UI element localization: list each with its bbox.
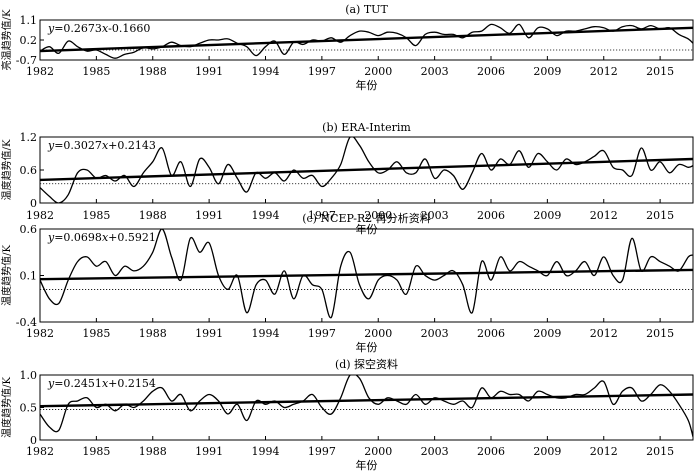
x-tick-label: 1982 [26,209,54,222]
x-tick-label: 2006 [477,327,505,340]
x-tick-label: 2006 [477,65,505,78]
x-tick-label: 2009 [533,65,561,78]
y-axis-label: 温度趋势值/K [0,139,13,200]
x-tick-label: 1991 [195,445,223,458]
x-tick-label: 2003 [421,327,449,340]
x-tick-label: 1994 [251,327,279,340]
y-tick-label: 0.2 [20,34,38,47]
trend-line [40,268,693,281]
trend-line [40,393,693,408]
x-tick-label: 2003 [421,65,449,78]
x-tick-label: 2003 [421,209,449,222]
panel-title: (a) TUT [345,3,388,16]
panel-title: (d) 探空资料 [335,357,398,371]
x-tick-label: 2009 [533,209,561,222]
x-tick-label: 2015 [646,327,674,340]
x-tick-label: 1994 [251,65,279,78]
x-tick-label: 1985 [82,327,110,340]
x-axis-label: 年份 [356,340,378,354]
x-tick-label: 1988 [139,65,167,78]
x-tick-label: 2012 [590,445,618,458]
series-line [40,229,693,319]
x-tick-label: 2000 [364,327,392,340]
x-tick-label: 2006 [477,209,505,222]
chart-panel-2: (b) ERA-Interimy=0.3027x+0.21431.20.6019… [0,121,694,236]
x-tick-label: 1991 [195,65,223,78]
y-tick-label: 0 [30,197,37,210]
x-tick-label: 1985 [82,445,110,458]
x-tick-label: 1997 [308,209,336,222]
x-tick-label: 1991 [195,209,223,222]
trend-equation: y=0.0698x+0.5921 [47,231,156,244]
x-tick-label: 2015 [646,65,674,78]
y-tick-label: 0.1 [20,270,38,283]
x-tick-label: 1988 [139,209,167,222]
y-tick-label: 1.1 [20,14,38,27]
y-tick-label: 0.6 [20,223,38,236]
x-tick-label: 1994 [251,209,279,222]
x-tick-label: 2012 [590,327,618,340]
x-tick-label: 2000 [364,445,392,458]
y-axis-label: 亮温趋势值/K [0,9,13,70]
x-tick-label: 2006 [477,445,505,458]
y-tick-label: 0.5 [20,402,38,415]
x-tick-label: 2015 [646,209,674,222]
x-tick-label: 1997 [308,327,336,340]
x-tick-label: 1994 [251,445,279,458]
x-tick-label: 2009 [533,445,561,458]
y-tick-label: -0.4 [16,316,37,329]
x-tick-label: 2012 [590,209,618,222]
trend-equation: y=0.2673x-0.1660 [47,22,150,35]
x-tick-label: 2003 [421,445,449,458]
y-axis-label: 温度趋势值/K [0,245,13,306]
series-line [40,137,693,203]
series-line [40,23,693,59]
x-tick-label: 1997 [308,445,336,458]
y-tick-label: 0.6 [20,164,38,177]
x-tick-label: 1982 [26,327,54,340]
x-tick-label: 2012 [590,65,618,78]
x-tick-label: 1985 [82,65,110,78]
x-tick-label: 2000 [364,209,392,222]
x-tick-label: 1982 [26,445,54,458]
x-tick-label: 1985 [82,209,110,222]
x-tick-label: 1991 [195,327,223,340]
x-tick-label: 2000 [364,65,392,78]
y-tick-label: 1.0 [20,369,38,382]
x-tick-label: 1997 [308,65,336,78]
panel-title: (c) NCEP-R2 再分析资料 [302,211,431,225]
x-tick-label: 1988 [139,327,167,340]
x-axis-label: 年份 [356,78,378,92]
trend-equation: y=0.3027x+0.2143 [47,139,156,152]
x-tick-label: 2009 [533,327,561,340]
x-tick-label: 1982 [26,65,54,78]
x-tick-label: 1988 [139,445,167,458]
x-axis-label: 年份 [356,458,378,472]
series-line [40,375,693,437]
x-tick-label: 2015 [646,445,674,458]
trend-equation: y=0.2451x+0.2154 [47,377,156,390]
y-tick-label: 1.2 [20,131,38,144]
panel-title: (b) ERA-Interim [322,121,411,134]
y-tick-label: -0.7 [16,54,37,67]
trend-line [40,26,693,53]
trend-line [40,157,693,182]
y-tick-label: 0 [30,434,37,447]
chart-panel-3: (c) NCEP-R2 再分析资料 y=0.0698x+0.5921 0.6 0.1 -… [0,211,694,354]
y-axis-label: 温度趋势值/K [0,377,13,438]
